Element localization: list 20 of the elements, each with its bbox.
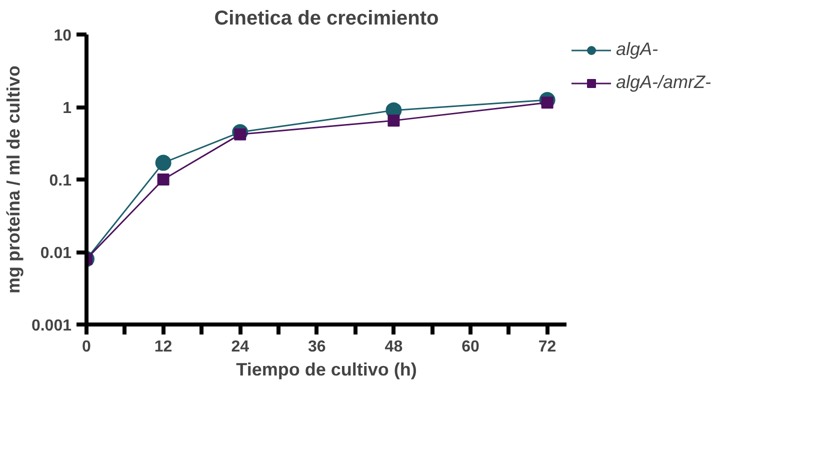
y-tick-label: 0.1 — [49, 172, 72, 190]
y-axis-title: mg proteína / ml de cultivo — [3, 65, 24, 294]
y-tick-label: 1 — [62, 100, 72, 117]
x-tick-label: 60 — [462, 338, 480, 356]
x-axis-title: Tiempo de cultivo (h) — [236, 360, 417, 380]
x-tick-label: 36 — [308, 338, 326, 356]
y-tick-label: 10 — [54, 28, 72, 44]
legend-label: algA-/amrZ- — [616, 72, 712, 93]
x-tick-label: 72 — [538, 338, 556, 356]
x-tick-label: 12 — [154, 338, 172, 356]
chart-title: Cinetica de crecimiento — [214, 8, 439, 30]
point — [157, 174, 170, 186]
x-tick-label: 24 — [231, 338, 250, 356]
y-tick-label: 0.001 — [31, 318, 72, 334]
y-tick-label: 0.01 — [40, 245, 72, 262]
legend-label: algA- — [616, 39, 660, 60]
point — [155, 154, 172, 171]
x-tick-label: 0 — [82, 338, 92, 356]
x-tick-label: 48 — [384, 338, 403, 356]
point — [388, 114, 400, 127]
